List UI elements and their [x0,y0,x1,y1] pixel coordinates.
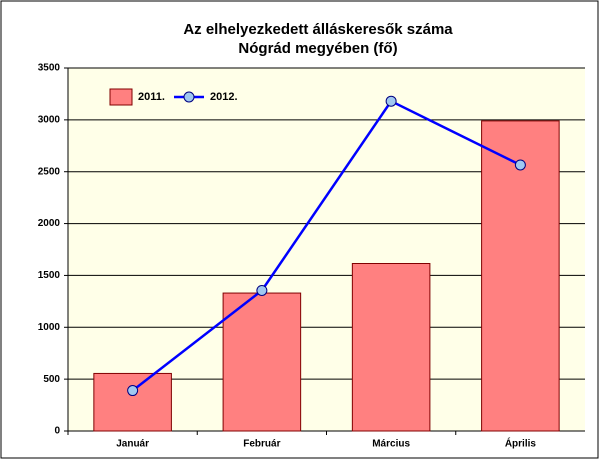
x-tick-label: Január [116,439,149,450]
y-tick-label: 3500 [38,63,61,74]
y-tick-label: 500 [43,374,60,385]
legend-label: 2011. [138,91,165,103]
marker [256,284,268,296]
marker [514,159,526,171]
y-tick-label: 2000 [38,218,61,229]
bar [481,120,560,432]
bar [222,292,302,432]
x-tick-label: Április [505,437,537,450]
y-tick-label: 2500 [38,166,61,177]
y-tick-label: 0 [54,426,60,437]
chart-title: Az elhelyezkedett álláskeresők száma [183,21,453,38]
marker [385,95,397,107]
chart-title: Nógrád megyében (fő) [238,40,397,57]
bar [93,372,172,432]
legend-label: 2012. [210,91,238,103]
x-tick-label: Február [243,439,280,450]
y-tick-label: 3000 [38,114,61,125]
y-tick-label: 1500 [38,270,61,281]
legend-swatch [109,88,133,106]
line [131,99,521,392]
y-tick-label: 1000 [38,322,61,333]
x-tick-label: Március [372,439,410,450]
marker [127,385,139,397]
legend-marker [183,91,195,103]
bar [351,263,431,432]
